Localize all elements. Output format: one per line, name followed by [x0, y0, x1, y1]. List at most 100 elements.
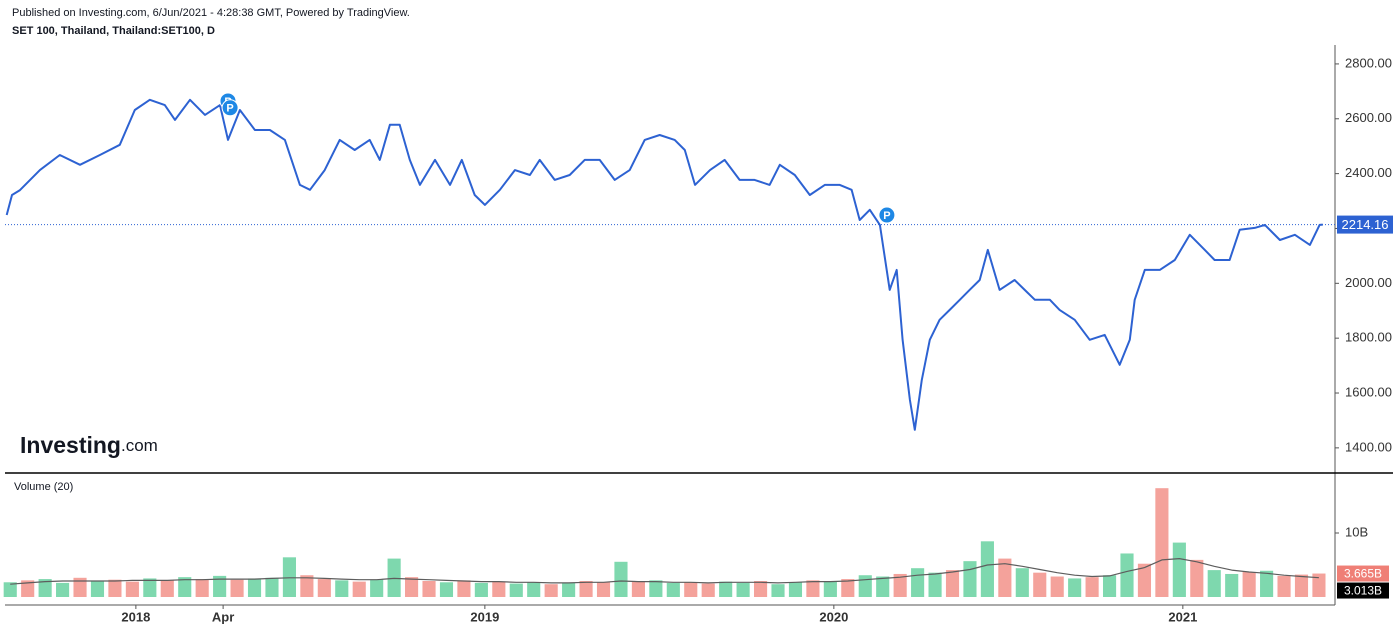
last-volume-label: 3.665B [1344, 567, 1382, 581]
volume-bar [1172, 542, 1186, 597]
volume-bar [562, 582, 576, 597]
volume-bar [474, 582, 488, 597]
volume-bar [1312, 573, 1326, 597]
last-volume-box [1337, 582, 1389, 599]
y-tick-label: 1400.00 [1345, 439, 1392, 454]
volume-bar [1207, 570, 1221, 597]
y-tick-label: 2000.00 [1345, 275, 1392, 290]
volume-bar [405, 577, 419, 597]
volume-bar [509, 583, 523, 597]
volume-title: Volume (20) [14, 481, 73, 493]
y-tick-label: 10B [1345, 524, 1368, 539]
volume-bar [649, 580, 663, 597]
last-volume-label: 3.013B [1344, 584, 1382, 598]
volume-bar [317, 579, 331, 597]
annotation-label: P [226, 103, 233, 115]
logo: Investing.com [20, 432, 158, 458]
volume-bar [684, 582, 698, 597]
chart-title: SET 100, Thailand, Thailand:SET100, D [12, 25, 215, 37]
logo-suffix: .com [121, 436, 158, 455]
volume-bar [21, 580, 35, 597]
volume-bar [178, 577, 192, 597]
volume-bar [1068, 578, 1082, 597]
x-tick-label: 2020 [819, 609, 848, 624]
y-tick-label: 1800.00 [1345, 330, 1392, 345]
volume-bar [527, 582, 541, 597]
volume-bar [352, 581, 366, 597]
volume-bar [928, 572, 942, 597]
volume-bar [806, 580, 820, 597]
volume-bar [1033, 572, 1047, 597]
published-note: Published on Investing.com, 6/Jun/2021 -… [12, 7, 410, 19]
y-tick-label: 2600.00 [1345, 110, 1392, 125]
volume-bar [56, 582, 70, 597]
y-tick-label: 1600.00 [1345, 384, 1392, 399]
volume-bar [73, 577, 87, 597]
annotation-label: P [883, 210, 890, 222]
volume-bar [544, 584, 558, 597]
volume-bar [457, 580, 471, 597]
volume-bar [1085, 577, 1099, 597]
x-tick-label: 2019 [470, 609, 499, 624]
volume-bar [90, 580, 105, 597]
volume-bar [841, 579, 855, 597]
volume-bar [143, 578, 157, 597]
last-price-label: 2214.16 [1342, 217, 1389, 232]
volume-bar [596, 582, 611, 597]
volume-bar [666, 582, 680, 597]
annotation-marker [878, 206, 896, 224]
volume-bar [1277, 575, 1291, 597]
volume-bar [980, 541, 994, 597]
volume-bar [1102, 575, 1117, 597]
y-tick-label: 2400.00 [1345, 165, 1392, 180]
volume-bar [387, 558, 401, 597]
volume-bar [579, 580, 593, 597]
last-volume-box [1337, 565, 1389, 582]
volume-bar [125, 581, 139, 597]
last-price-box [1337, 215, 1393, 234]
volume-bar [963, 561, 977, 597]
volume-bar [492, 581, 506, 597]
volume-bar [876, 576, 890, 597]
volume-bar [1155, 488, 1169, 597]
volume-bar [282, 557, 296, 597]
x-tick-label: 2018 [121, 609, 150, 624]
volume-bar [858, 575, 872, 597]
annotation-marker [221, 99, 239, 117]
volume-bar [754, 580, 768, 597]
volume-bar [1190, 559, 1204, 597]
volume-bar [893, 573, 907, 597]
x-tick-label: 2021 [1168, 609, 1197, 624]
volume-bar [1225, 573, 1239, 597]
y-tick-label: 2800.00 [1345, 55, 1392, 70]
volume-bar [422, 580, 436, 597]
volume-bar [213, 575, 227, 597]
volume-bar [1137, 563, 1152, 597]
volume-bar [335, 580, 349, 597]
volume-bar [701, 583, 715, 597]
volume-bar [911, 568, 925, 597]
volume-bar [38, 579, 52, 597]
volume-bar [3, 582, 17, 597]
volume-bar [1120, 553, 1134, 597]
volume-bar [439, 582, 454, 597]
volume-bar [998, 558, 1012, 597]
volume-bar [195, 579, 209, 597]
volume-bar [771, 584, 785, 597]
volume-bar [370, 579, 384, 597]
volume-bar [160, 580, 174, 597]
volume-bar [247, 578, 262, 597]
volume-bar [265, 577, 279, 597]
x-tick-label: Apr [212, 609, 234, 624]
series-line [10, 558, 1319, 585]
volume-bar [823, 581, 837, 597]
volume-bar [1015, 568, 1029, 597]
volume-bar [631, 581, 645, 597]
volume-bar [736, 582, 750, 597]
volume-bar [300, 575, 314, 597]
volume-bar [1050, 576, 1064, 597]
volume-bar [719, 581, 733, 597]
series-line [5, 98, 1323, 431]
volume-bar [614, 561, 628, 597]
